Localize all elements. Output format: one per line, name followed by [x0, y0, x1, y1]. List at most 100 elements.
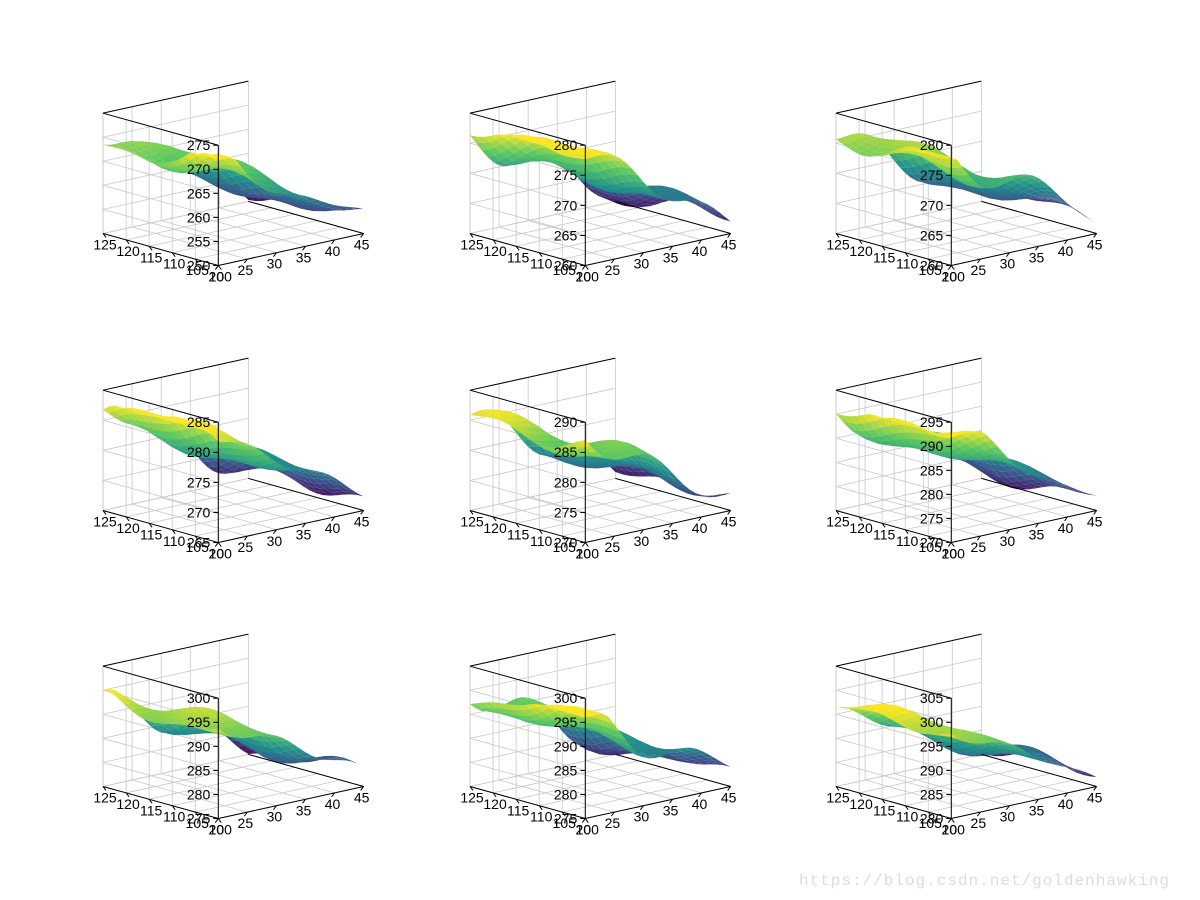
- panel-3: 2652702752802852025303540451001051101151…: [50, 317, 417, 594]
- x-tick-label: 45: [721, 513, 737, 529]
- x-tick-label: 35: [662, 526, 678, 542]
- y-tick-label: 100: [209, 545, 233, 561]
- x-tick-label: 25: [238, 539, 254, 555]
- x-tick-label: 45: [1087, 236, 1103, 252]
- y-tick-label: 105: [186, 815, 210, 831]
- x-tick-label: 30: [1000, 809, 1016, 825]
- panel-4: 2702752802852902025303540451001051101151…: [417, 317, 784, 594]
- y-tick-label: 115: [873, 526, 896, 542]
- z-tick-label: 290: [554, 414, 578, 430]
- y-tick-label: 100: [942, 822, 966, 838]
- z-tick-label: 295: [554, 715, 578, 731]
- y-tick-label: 115: [140, 526, 163, 542]
- y-tick-label: 125: [460, 513, 484, 529]
- z-tick-label: 300: [187, 690, 211, 706]
- x-tick-label: 30: [633, 256, 649, 272]
- z-tick-label: 285: [920, 787, 944, 803]
- y-tick-label: 125: [93, 513, 117, 529]
- x-tick-label: 30: [267, 809, 283, 825]
- surface-plot-2: 2602652702752802025303540451001051101151…: [783, 40, 1150, 317]
- y-tick-label: 115: [873, 249, 896, 265]
- y-tick-label: 100: [575, 269, 599, 285]
- z-tick-label: 265: [554, 227, 578, 243]
- panel-0: 2502552602652702752025303540451001051101…: [50, 40, 417, 317]
- z-tick-label: 300: [554, 690, 578, 706]
- y-tick-label: 105: [552, 262, 576, 278]
- y-tick-label: 115: [507, 249, 530, 265]
- y-tick-label: 125: [93, 236, 117, 252]
- y-tick-label: 110: [530, 532, 553, 548]
- z-tick-label: 265: [187, 185, 211, 201]
- z-tick-label: 305: [920, 690, 944, 706]
- z-tick-label: 255: [187, 233, 211, 249]
- surface-plot-0: 2502552602652702752025303540451001051101…: [50, 40, 417, 317]
- x-tick-label: 25: [604, 262, 620, 278]
- surface-plot-4: 2702752802852902025303540451001051101151…: [417, 317, 784, 594]
- x-tick-label: 25: [604, 539, 620, 555]
- z-tick-label: 280: [187, 444, 211, 460]
- y-tick-label: 115: [140, 249, 163, 265]
- x-tick-label: 40: [325, 520, 341, 536]
- x-tick-label: 45: [720, 236, 736, 252]
- x-tick-label: 35: [296, 249, 312, 265]
- y-tick-label: 120: [116, 520, 140, 536]
- y-tick-label: 115: [140, 803, 163, 819]
- y-tick-label: 120: [850, 520, 874, 536]
- y-tick-label: 115: [873, 803, 896, 819]
- y-tick-label: 105: [552, 815, 576, 831]
- y-tick-label: 125: [93, 790, 117, 806]
- panel-7: 2752802852902953002025303540451001051101…: [417, 593, 784, 870]
- x-tick-label: 25: [971, 262, 987, 278]
- y-tick-label: 125: [460, 790, 484, 806]
- x-tick-label: 25: [604, 815, 620, 831]
- z-tick-label: 275: [554, 504, 578, 520]
- surface-plot-6: 2752802852902953002025303540451001051101…: [50, 593, 417, 870]
- y-tick-label: 115: [507, 526, 530, 542]
- x-tick-label: 30: [633, 809, 649, 825]
- x-tick-label: 30: [267, 256, 283, 272]
- y-tick-label: 110: [163, 532, 186, 548]
- panel-1: 2602652702752802025303540451001051101151…: [417, 40, 784, 317]
- x-tick-label: 40: [325, 243, 341, 259]
- surface-plot-8: 2802852902953003052025303540451001051101…: [783, 593, 1150, 870]
- x-tick-label: 35: [662, 249, 678, 265]
- panel-8: 2802852902953003052025303540451001051101…: [783, 593, 1150, 870]
- y-tick-label: 120: [850, 243, 874, 259]
- y-tick-label: 105: [919, 815, 943, 831]
- x-tick-label: 40: [691, 243, 707, 259]
- y-tick-label: 105: [186, 262, 210, 278]
- x-tick-label: 40: [691, 796, 707, 812]
- x-tick-label: 35: [1029, 249, 1045, 265]
- subplot-grid: 2502552602652702752025303540451001051101…: [50, 40, 1150, 870]
- z-tick-label: 285: [920, 462, 944, 478]
- z-tick-label: 265: [920, 227, 944, 243]
- y-tick-label: 120: [116, 796, 140, 812]
- y-tick-label: 120: [483, 796, 507, 812]
- z-tick-label: 290: [920, 763, 944, 779]
- z-tick-label: 285: [187, 414, 211, 430]
- z-tick-label: 280: [920, 486, 944, 502]
- x-tick-label: 25: [971, 815, 987, 831]
- x-tick-label: 35: [296, 526, 312, 542]
- panel-2: 2602652702752802025303540451001051101151…: [783, 40, 1150, 317]
- z-tick-label: 280: [554, 474, 578, 490]
- x-tick-label: 45: [720, 790, 736, 806]
- z-tick-label: 275: [187, 474, 211, 490]
- x-tick-label: 40: [1058, 243, 1074, 259]
- z-tick-label: 295: [920, 414, 944, 430]
- x-tick-label: 40: [325, 796, 341, 812]
- z-tick-label: 280: [554, 137, 578, 153]
- x-tick-label: 30: [1000, 256, 1016, 272]
- y-tick-label: 100: [942, 269, 966, 285]
- y-tick-label: 110: [896, 809, 919, 825]
- y-tick-label: 100: [575, 822, 599, 838]
- x-tick-label: 30: [267, 532, 283, 548]
- z-tick-label: 285: [554, 444, 578, 460]
- surface-plot-1: 2602652702752802025303540451001051101151…: [417, 40, 784, 317]
- z-tick-label: 295: [920, 739, 944, 755]
- z-tick-label: 275: [554, 167, 578, 183]
- z-tick-label: 295: [187, 715, 211, 731]
- y-tick-label: 110: [530, 809, 553, 825]
- z-tick-label: 280: [187, 787, 211, 803]
- panel-6: 2752802852902953002025303540451001051101…: [50, 593, 417, 870]
